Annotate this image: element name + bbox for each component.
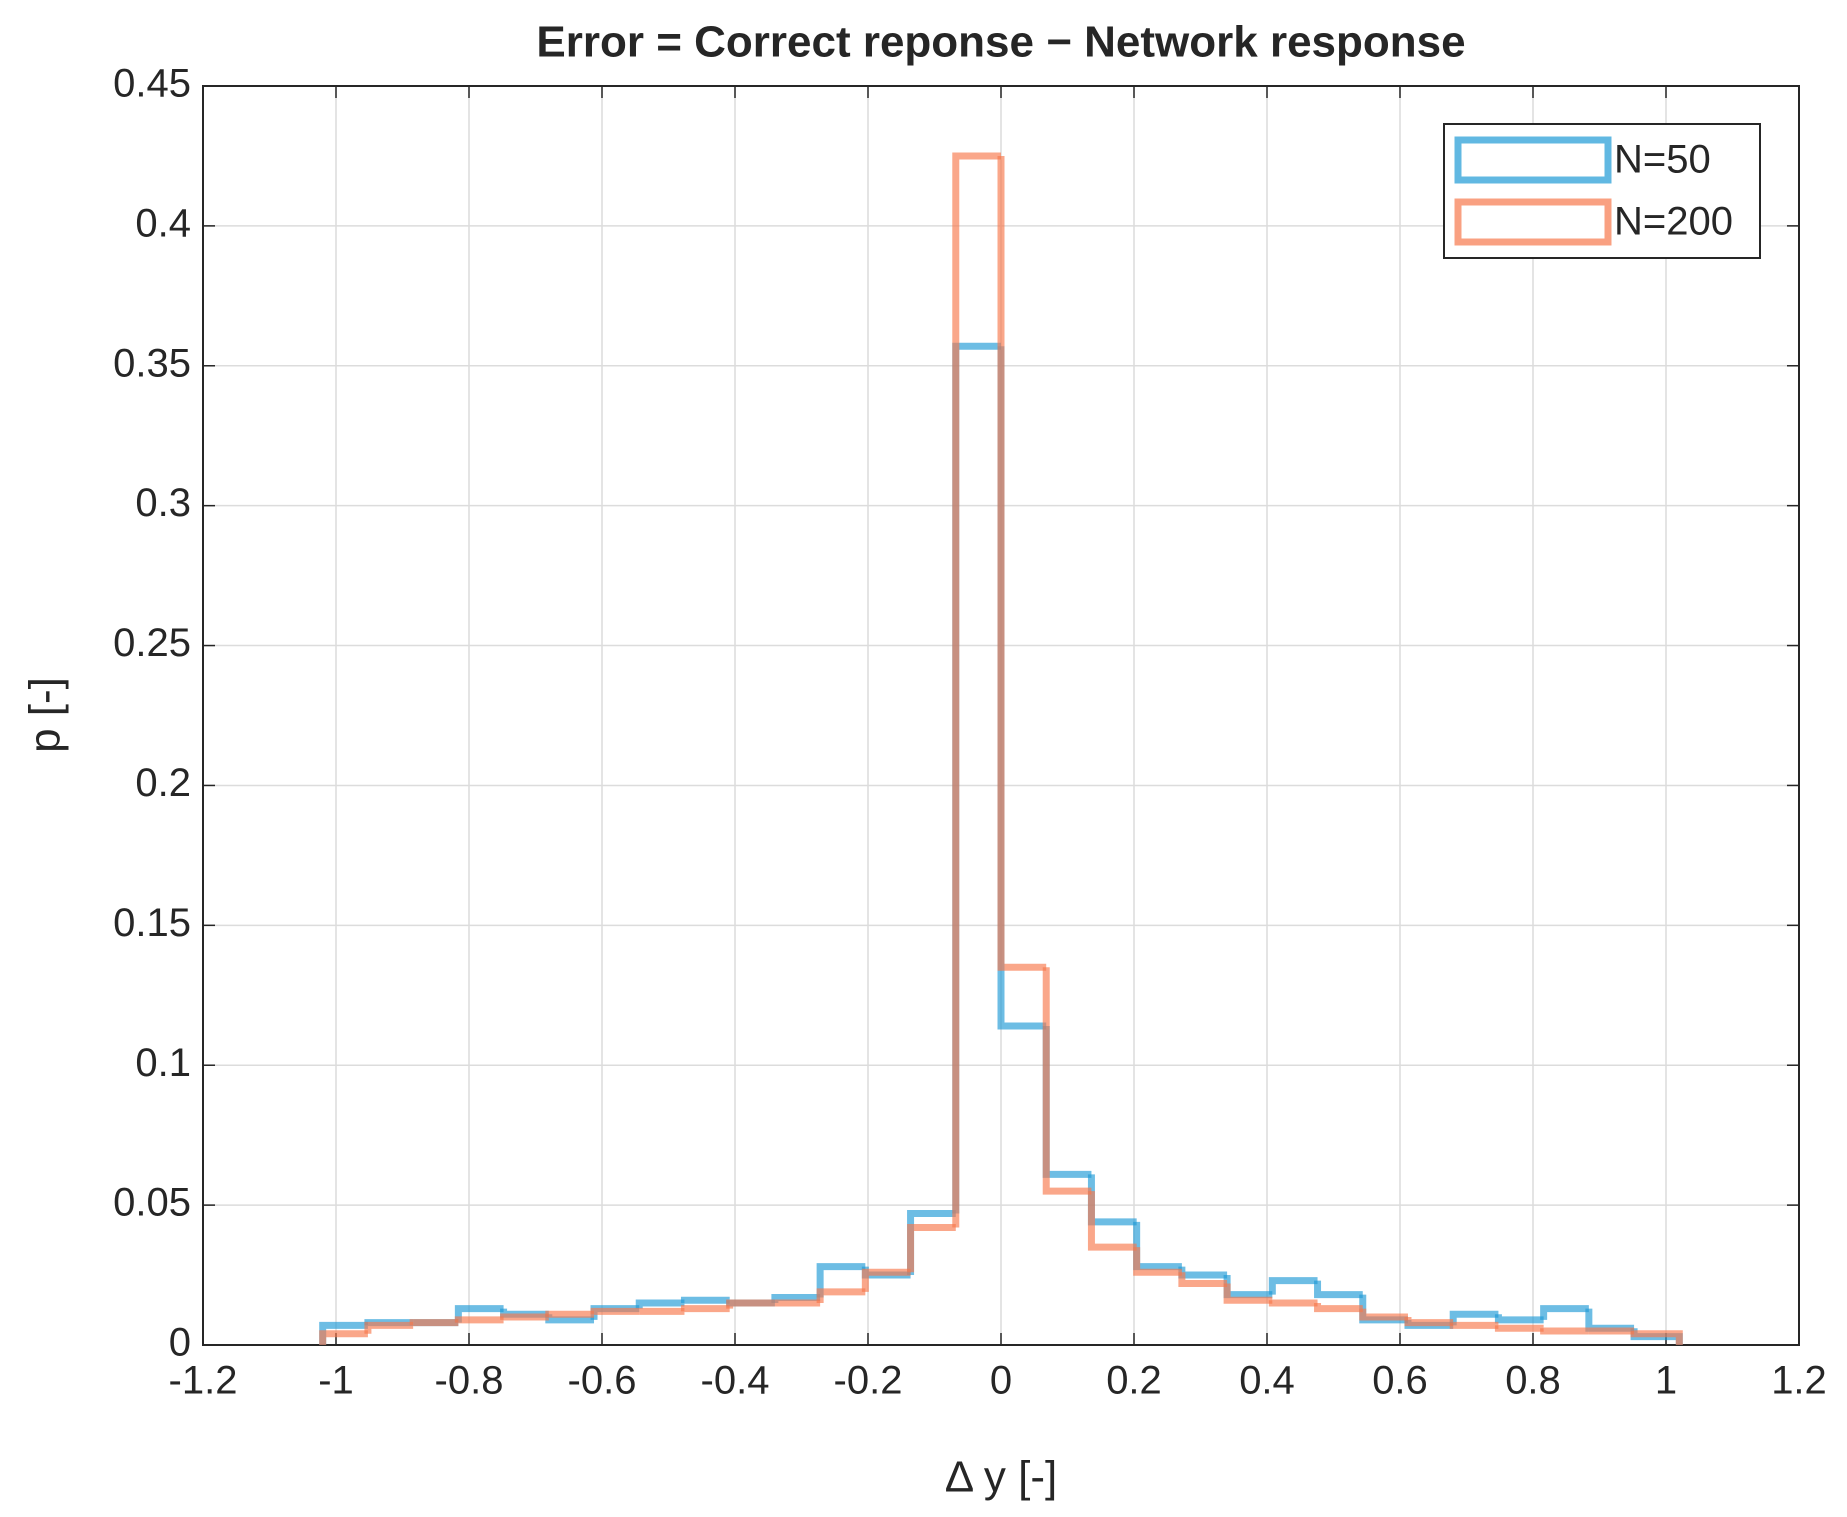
histogram-bar [997,155,1047,971]
histogram-bar [1314,1280,1363,1299]
histogram-bar [1630,1330,1683,1345]
y-tick-label: 0 [169,1321,191,1365]
histogram-bar [409,1319,459,1327]
y-tick-label: 0.4 [135,201,191,245]
histogram-bar [1133,1247,1182,1276]
legend-box [1443,123,1761,259]
x-tick-label: 0.4 [1239,1359,1295,1403]
histogram-bar [635,1299,685,1309]
histogram-bar [1268,1277,1318,1295]
histogram-bar [1449,1321,1499,1329]
legend-swatch [1454,136,1612,184]
y-axis-label: p [-] [21,677,70,753]
x-tick-label: -0.2 [834,1359,903,1403]
histogram-bar [364,1321,414,1334]
x-tick-label: -1.2 [169,1359,238,1403]
x-tick-label: 0.2 [1106,1359,1162,1403]
histogram-bar [319,1330,368,1345]
x-tick-label: 1.2 [1771,1359,1827,1403]
histogram-bar [1404,1317,1454,1327]
histogram-bar [1540,1305,1589,1320]
histogram-bar [1359,1308,1408,1321]
histogram-bar [1223,1283,1273,1304]
histogram-bar [590,1307,640,1315]
y-tick-label: 0.2 [135,761,191,805]
y-tick-label: 0.3 [135,481,191,525]
y-tick-label: 0.25 [113,621,191,665]
legend-label: N=200 [1614,200,1733,244]
histogram-bar [1042,967,1092,1195]
legend-label: N=50 [1614,138,1711,182]
x-tick-label: -1 [318,1359,354,1403]
y-tick-label: 0.45 [113,62,191,106]
axes-box [202,85,1800,1346]
x-tick-label: 0.6 [1372,1359,1428,1403]
y-tick-label: 0.05 [113,1181,191,1225]
histogram-bar [545,1310,595,1318]
histogram-bar [1268,1299,1318,1307]
x-tick-label: 1 [1655,1359,1677,1403]
histogram-bar [500,1313,549,1321]
histogram-bar [726,1299,775,1309]
histogram-bar [1178,1272,1228,1287]
histogram-bar [1314,1303,1363,1313]
x-axis-label: Δ y [-] [945,1453,1058,1502]
histogram-bar [816,1288,866,1304]
histogram-bar [1494,1324,1544,1332]
histogram-bar [1494,1314,1544,1324]
histogram-bar [861,1268,911,1292]
chart-title: Error = Correct reponse − Network respon… [536,18,1465,67]
histogram-bar [1087,1191,1137,1251]
histogram-bar [454,1316,504,1324]
histogram-bar [816,1263,866,1298]
y-tick-label: 0.1 [135,1041,191,1085]
y-tick-label: 0.35 [113,341,191,385]
x-tick-label: -0.4 [701,1359,770,1403]
histogram-bar [907,1223,956,1273]
histogram-bar [952,152,1001,1228]
histogram-bar [1540,1327,1589,1335]
legend-swatch [1454,198,1612,246]
histogram-bar [680,1305,730,1313]
x-tick-label: 0.8 [1505,1359,1561,1403]
x-tick-label: -0.6 [568,1359,637,1403]
y-tick-label: 0.15 [113,901,191,945]
x-tick-label: -0.8 [435,1359,504,1403]
x-tick-label: 0 [990,1359,1012,1403]
histogram-bar [680,1296,730,1304]
